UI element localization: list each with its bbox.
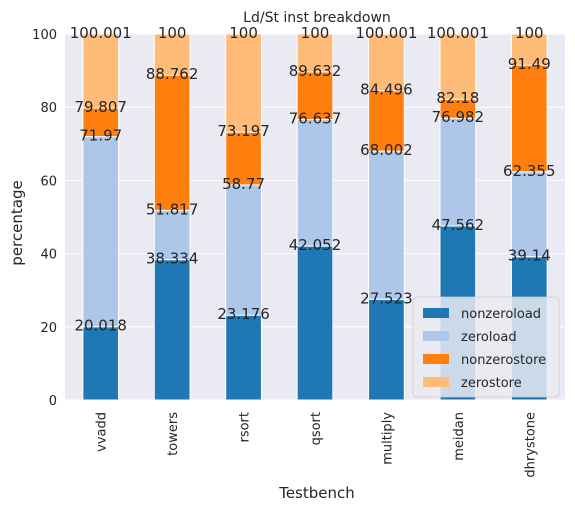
data-label: 47.562	[432, 216, 485, 234]
bar-segment-zerostore	[368, 33, 405, 92]
y-axis-ticks: 0 20 40 60 80 100	[32, 28, 57, 409]
data-label: 76.637	[289, 110, 342, 128]
bar-segment-zeroload	[82, 136, 120, 328]
x-tick-label: towers	[166, 412, 181, 456]
bar-segment-nonzerostore	[368, 90, 405, 152]
x-tick-label: multiply	[380, 412, 395, 465]
data-label: 73.197	[217, 122, 270, 140]
data-label: 38.334	[146, 250, 199, 268]
data-label: 100.001	[355, 24, 417, 42]
data-label: 51.817	[146, 200, 199, 218]
bar-segment-zeroload	[153, 209, 191, 261]
data-label: 27.523	[360, 289, 413, 307]
bar-segment-zerostore	[296, 33, 334, 73]
data-label: 88.762	[146, 65, 199, 83]
legend-label: nonzeroload	[461, 307, 541, 322]
data-label: 100	[158, 24, 187, 42]
data-label: 89.632	[289, 62, 342, 80]
bar-segment-nonzeroload	[368, 298, 405, 401]
data-label: 23.176	[217, 305, 270, 323]
data-label: 76.982	[432, 108, 485, 126]
y-tick-label: 40	[40, 248, 57, 263]
bar-segment-zeroload	[296, 119, 334, 247]
bar-segment-zeroload	[439, 117, 477, 227]
bar-segment-nonzerostore	[296, 71, 334, 121]
bar-segment-zeroload	[225, 184, 262, 316]
y-tick-label: 60	[40, 174, 57, 189]
data-label: 84.496	[360, 81, 413, 99]
y-tick-label: 80	[40, 101, 57, 116]
bar-segment-zeroload	[510, 171, 548, 258]
bar-segment-nonzerostore	[153, 74, 191, 211]
legend-swatch-nonzeroload	[423, 308, 449, 318]
bar-segment-zerostore	[225, 33, 262, 133]
legend-label: zerostore	[461, 376, 522, 391]
x-tick-label: qsort	[309, 412, 324, 445]
x-tick-label: rsort	[238, 412, 253, 443]
data-label: 20.018	[74, 317, 127, 335]
data-label: 39.14	[508, 247, 551, 265]
legend: nonzeroload zeroload nonzerostore zerostore	[412, 296, 560, 398]
bar-segment-zeroload	[368, 150, 405, 300]
bar-segment-nonzeroload	[225, 314, 262, 401]
legend-swatch-nonzerostore	[423, 354, 449, 364]
legend-label: nonzerostore	[461, 353, 546, 368]
bar-segment-zerostore	[153, 33, 191, 76]
bar-segment-zerostore	[82, 33, 120, 109]
bar-segment-zerostore	[439, 33, 477, 100]
legend-swatch-zerostore	[423, 377, 449, 387]
y-tick-label: 100	[32, 28, 57, 43]
legend-label: zeroload	[461, 330, 517, 345]
data-label: 58.77	[222, 175, 265, 193]
data-label: 62.355	[503, 162, 556, 180]
data-label: 91.49	[508, 55, 551, 73]
data-label: 100.001	[70, 24, 132, 42]
data-label: 71.97	[79, 127, 122, 145]
bar-segment-nonzeroload	[82, 326, 120, 401]
y-tick-label: 0	[49, 394, 57, 409]
data-labels: 20.018 71.97 79.807 100.001 38.334 51.817 88.7…	[70, 24, 556, 335]
data-label: 68.002	[360, 141, 413, 159]
data-label: 100	[515, 24, 544, 42]
data-label: 79.807	[74, 98, 127, 116]
bar-segment-nonzerostore	[510, 64, 548, 173]
bar-segment-zerostore	[510, 33, 548, 66]
x-tick-label: meidan	[452, 412, 467, 461]
legend-swatch-zeroload	[423, 331, 449, 341]
y-axis-label: percentage	[8, 180, 26, 265]
x-axis-label: Testbench	[278, 484, 355, 502]
chart-title: Ld/St inst breakdown	[243, 10, 391, 26]
data-label: 42.052	[289, 236, 342, 254]
y-tick-label: 20	[40, 321, 57, 336]
data-label: 82.18	[436, 89, 479, 107]
x-tick-label: dhrystone	[523, 412, 538, 478]
data-label: 100	[301, 24, 330, 42]
legend-box	[412, 296, 560, 398]
bar-segment-nonzeroload	[153, 259, 191, 401]
data-label: 100.001	[427, 24, 489, 42]
data-label: 100	[229, 24, 258, 42]
bar-segment-nonzeroload	[296, 245, 334, 401]
x-axis-ticks: vvadd towers rsort qsort multiply meidan dhrys…	[95, 412, 539, 478]
x-tick-label: vvadd	[95, 412, 110, 452]
bars	[82, 33, 548, 401]
